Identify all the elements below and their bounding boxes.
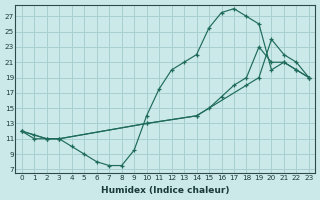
X-axis label: Humidex (Indice chaleur): Humidex (Indice chaleur) xyxy=(101,186,229,195)
